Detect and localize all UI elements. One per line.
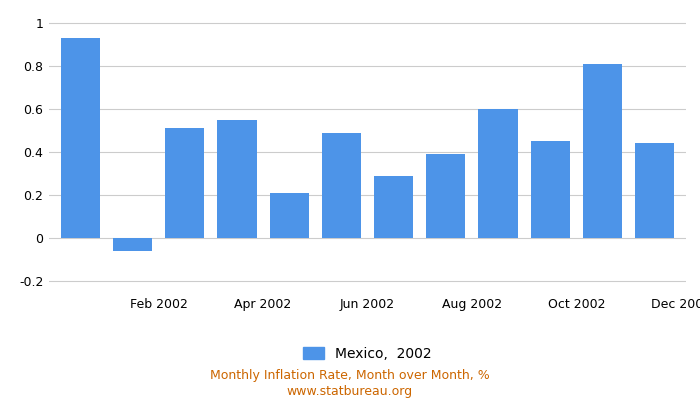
- Bar: [270, 193, 309, 238]
- Bar: [426, 154, 466, 238]
- Bar: [61, 38, 100, 238]
- Bar: [531, 141, 570, 238]
- Bar: [322, 133, 361, 238]
- Text: Monthly Inflation Rate, Month over Month, %: Monthly Inflation Rate, Month over Month…: [210, 370, 490, 382]
- Bar: [165, 128, 204, 238]
- Bar: [113, 238, 152, 251]
- Bar: [374, 176, 413, 238]
- Text: www.statbureau.org: www.statbureau.org: [287, 386, 413, 398]
- Legend: Mexico,  2002: Mexico, 2002: [298, 341, 438, 366]
- Bar: [583, 64, 622, 238]
- Bar: [479, 109, 517, 238]
- Bar: [218, 120, 256, 238]
- Bar: [635, 143, 674, 238]
